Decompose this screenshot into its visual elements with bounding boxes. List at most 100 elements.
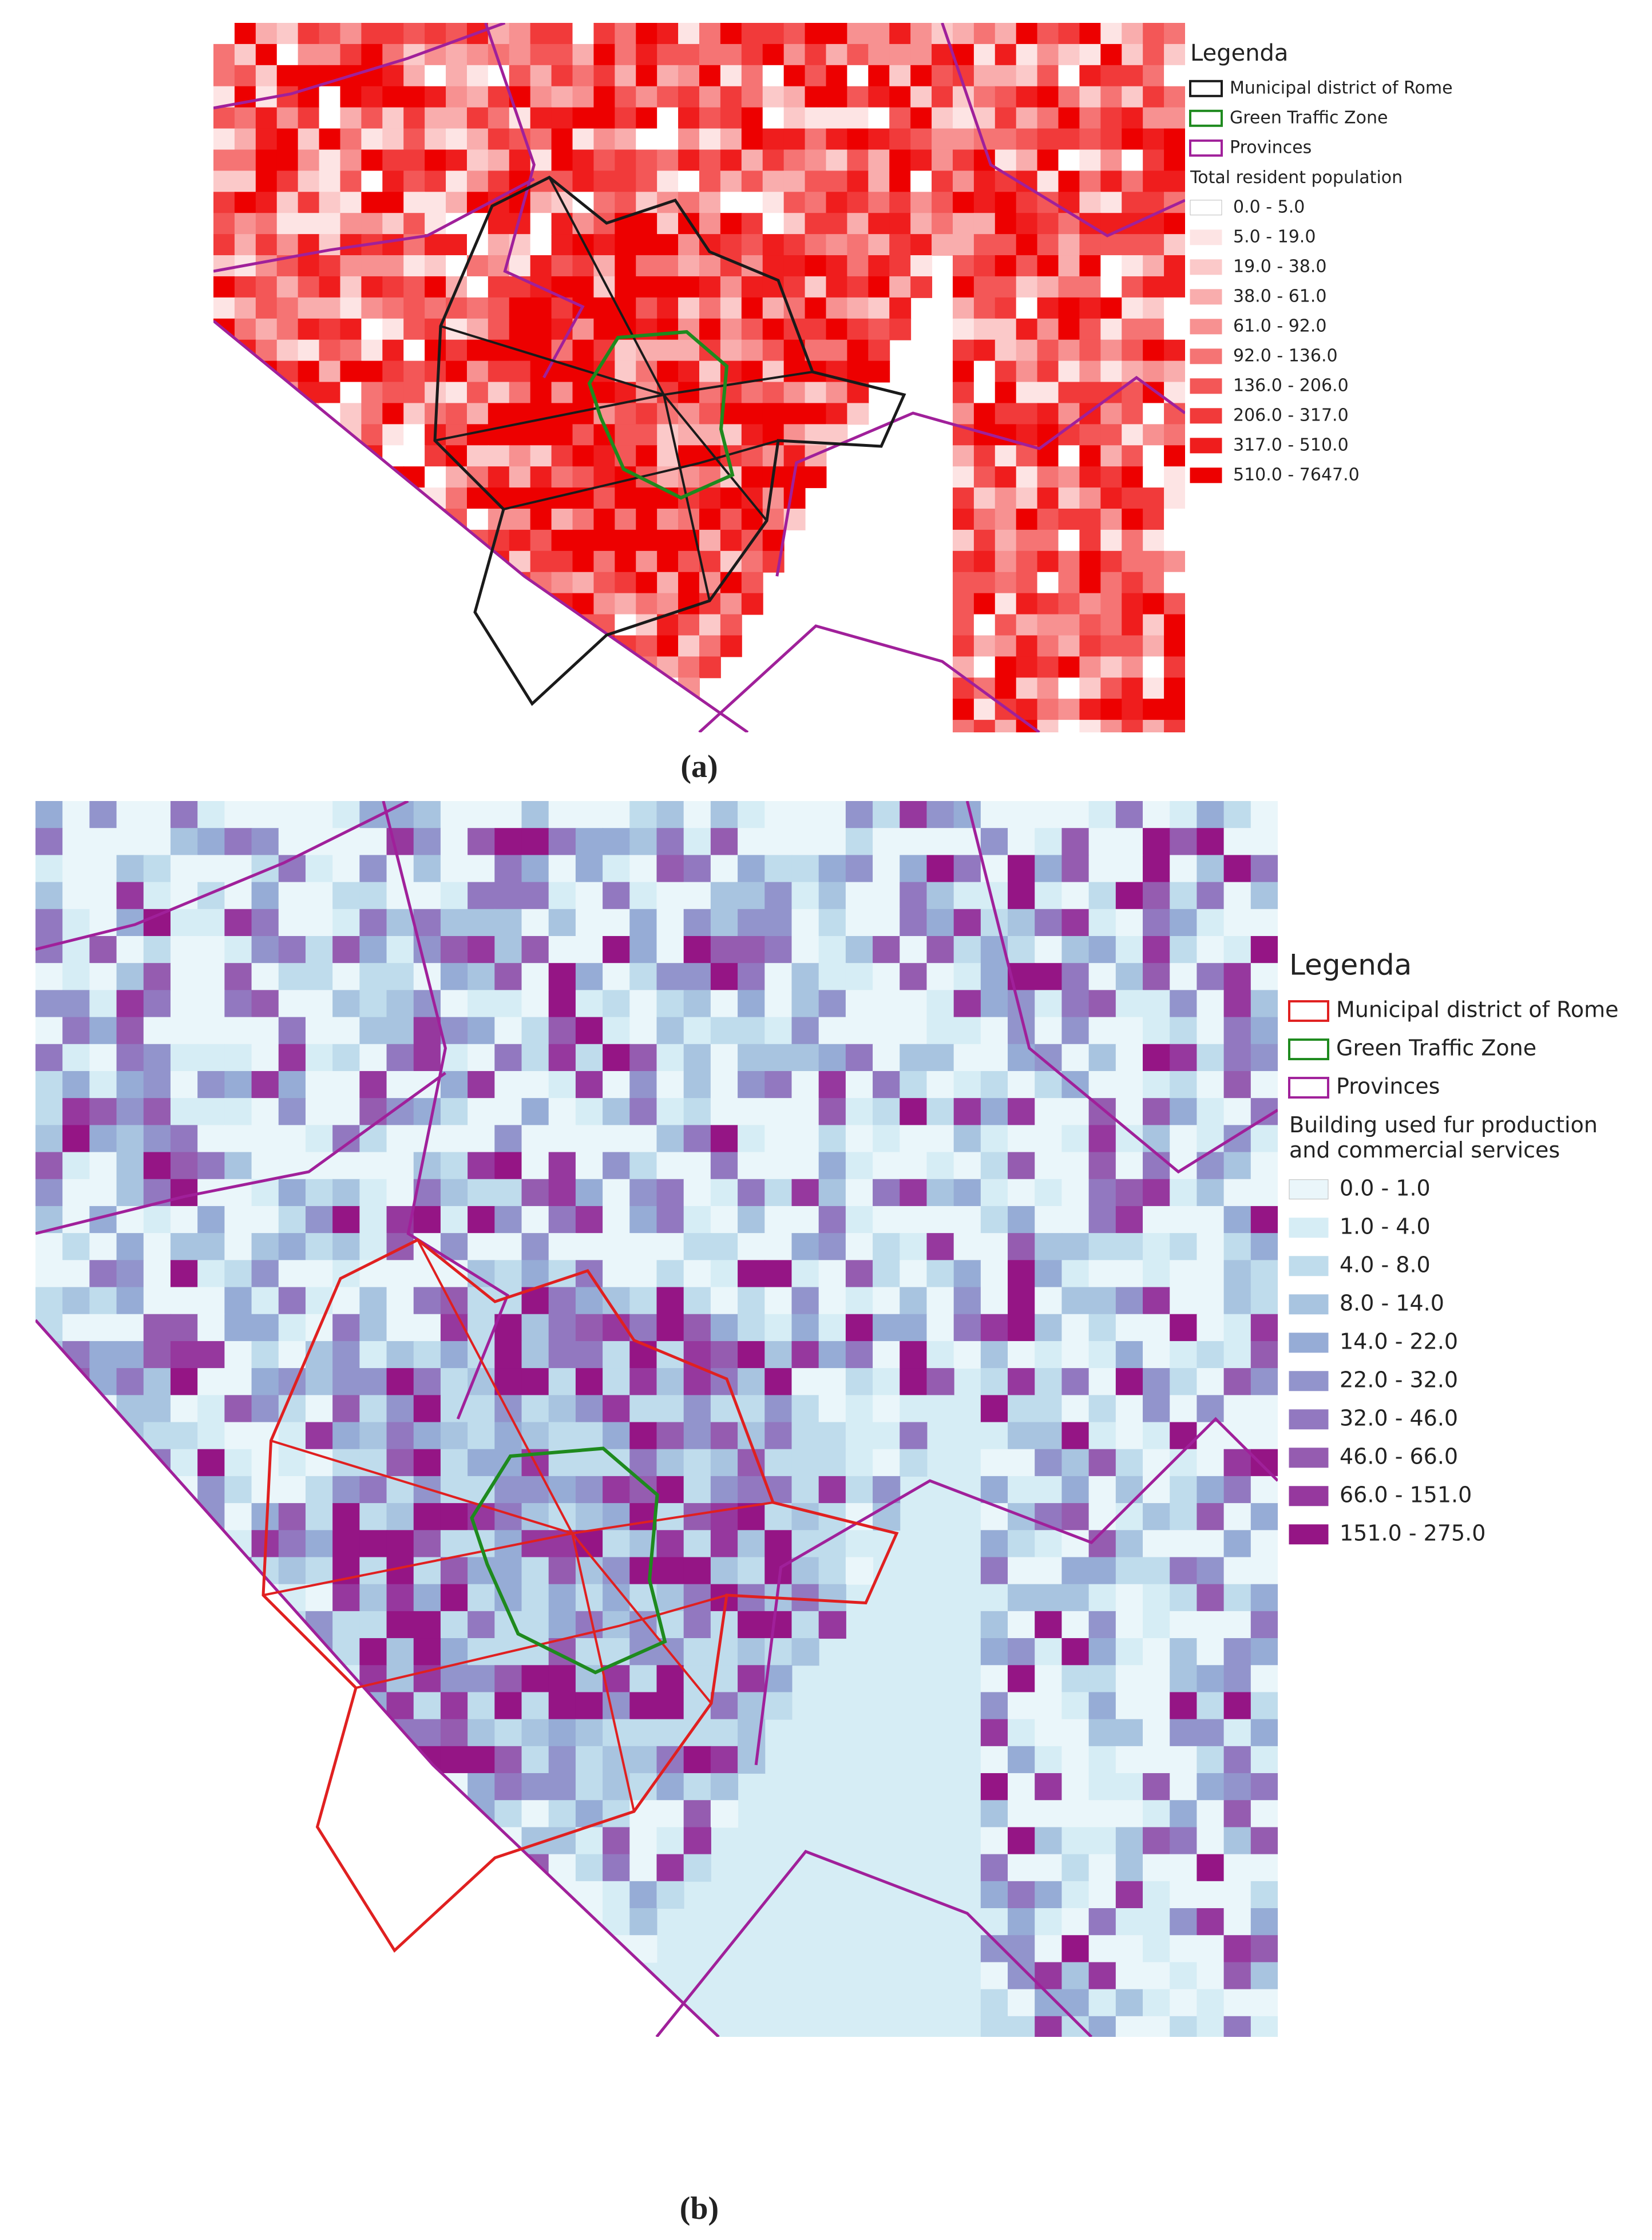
map-zone [1197,1746,1225,1774]
map-zone [1037,382,1059,404]
map-zone [251,1125,279,1153]
map-zone [1122,255,1144,277]
map-zone [509,149,531,172]
map-zone [1037,43,1059,66]
map-zone [973,720,996,732]
map-zone [889,192,912,214]
map-zone [332,1287,360,1315]
map-zone [278,990,306,1018]
map-zone [1037,23,1059,45]
map-zone [572,65,595,87]
map-zone [910,171,933,193]
map-zone [656,855,684,883]
map-zone [251,1044,279,1072]
map-zone [1122,43,1144,66]
map-zone [1143,1449,1171,1477]
map-zone [425,192,447,214]
map-zone [446,382,468,404]
map-zone [910,23,933,45]
map-zone [413,1638,441,1666]
map-zone [1164,720,1185,732]
map-zone [1088,909,1116,937]
map-zone [319,128,341,150]
map-zone [1170,1368,1198,1396]
map-zone [116,1152,144,1180]
map-zone [1223,1935,1251,1963]
map-zone [466,128,489,150]
map-zone [953,909,981,937]
map-zone [1115,1584,1144,1612]
map-zone [764,1260,793,1288]
map-zone [995,128,1017,150]
map-zone [403,276,426,298]
legend-swatch [1190,229,1222,245]
map-zone [973,487,996,509]
map-zone [1143,149,1165,172]
map-zone [952,255,974,277]
legend-label: Municipal district of Rome [1336,997,1618,1022]
map-zone [1008,909,1036,937]
map-zone [900,909,928,937]
map-zone [656,1017,684,1045]
map-zone [425,128,447,150]
map-zone [1143,1530,1171,1558]
map-zone [466,297,489,319]
map-zone [791,1476,819,1504]
map-zone [382,234,405,256]
map-zone [889,255,912,277]
map-zone [1061,935,1090,964]
map-zone [488,128,510,150]
map-zone [494,1071,522,1099]
map-zone [509,382,531,404]
map-zone [224,909,252,937]
map-zone [762,107,785,129]
map-zone [425,276,447,298]
map-zone [818,1125,846,1153]
map-zone [980,1206,1009,1234]
map-zone [255,23,278,45]
map-zone [720,107,742,129]
map-zone [521,1503,549,1531]
map-zone [386,909,414,937]
map-zone [1100,234,1123,256]
map-zone [656,1044,684,1072]
map-zone [683,935,711,964]
map-zone [1115,1503,1144,1531]
map-zone [1079,107,1102,129]
map-zone [361,360,383,383]
map-zone [1197,1125,1225,1153]
map-zone [952,382,974,404]
map-zone [791,1044,819,1072]
map-zone [298,213,320,235]
map-zone [89,1287,117,1315]
map-zone [1037,656,1059,679]
map-zone [575,828,604,856]
map-zone [1122,614,1144,636]
map-zone [1122,445,1144,467]
map-zone [910,255,933,277]
map-zone [440,1422,469,1450]
map-zone [1115,1800,1144,1828]
map-zone [575,963,604,991]
map-zone [35,1098,64,1126]
map-zone [629,1908,657,1936]
map-zone [1037,171,1059,193]
map-zone [319,86,341,108]
map-zone [298,360,320,383]
map-zone [1197,1017,1225,1045]
map-zone [741,192,763,214]
map-zone [699,403,721,425]
map-zone [488,382,510,404]
map-zone [845,828,874,856]
map-zone [278,1044,306,1072]
map-zone [636,572,658,594]
map-zone [683,1098,711,1126]
map-zone [572,466,595,489]
map-zone [657,128,679,150]
map-zone [251,963,279,991]
map-zone [1115,963,1144,991]
map-zone [521,828,549,856]
map-zone [276,339,299,362]
map-zone [1164,487,1185,509]
map-zone [873,1044,901,1072]
